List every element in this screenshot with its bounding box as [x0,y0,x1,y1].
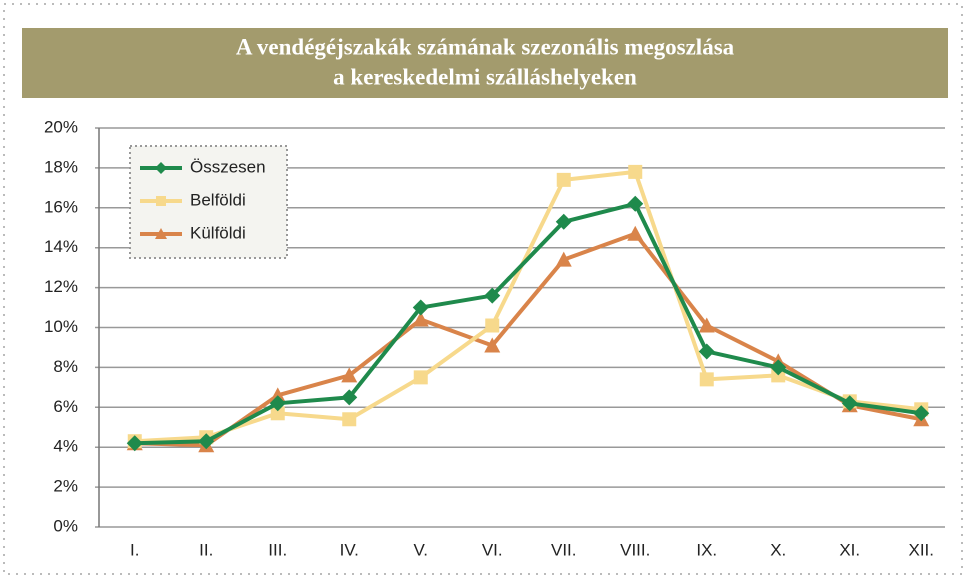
y-tick-label: 6% [53,397,78,416]
marker [556,172,571,187]
y-tick-label: 4% [53,437,78,456]
marker [698,343,715,360]
marker [699,372,714,387]
marker [627,195,644,212]
series-line [134,201,922,446]
x-tick-label: III. [268,540,287,559]
marker [841,395,858,412]
marker [485,318,500,333]
x-tick-label: VII. [551,540,577,559]
y-tick-label: 20% [44,117,78,136]
series-line [134,169,922,444]
marker [555,213,572,230]
marker [698,317,715,333]
marker [341,389,358,406]
marker [156,196,166,206]
legend-label: Külföldi [190,223,246,242]
x-tick-label: XI. [839,540,860,559]
chart-title: A vendégéjszakák számának szezonális meg… [236,34,735,59]
x-tick-label: XII. [908,540,934,559]
y-tick-label: 12% [44,277,78,296]
marker [270,406,285,421]
legend-label: Belföldi [190,190,246,209]
marker [126,435,143,452]
y-tick-label: 0% [53,516,78,535]
marker [412,311,429,327]
x-tick-label: V. [413,540,428,559]
marker [198,433,215,450]
x-tick-label: I. [130,540,139,559]
marker [341,367,358,383]
marker [412,299,429,316]
marker [627,225,644,241]
marker [269,387,286,403]
y-tick-label: 18% [44,157,78,176]
marker [155,162,167,174]
marker [342,412,357,427]
y-tick-label: 10% [44,317,78,336]
marker [484,337,501,353]
x-tick-label: X. [770,540,786,559]
x-tick-label: VIII. [620,540,650,559]
title-bar [22,28,948,98]
y-tick-label: 16% [44,197,78,216]
marker [913,405,930,422]
marker [413,370,428,385]
x-tick-label: II. [199,540,213,559]
marker [555,251,572,267]
legend-label: Összesen [190,157,266,176]
x-tick-label: IX. [696,540,717,559]
series-line [134,231,922,448]
y-tick-label: 14% [44,237,78,256]
marker [628,164,643,179]
chart-title: a kereskedelmi szálláshelyeken [333,64,637,89]
marker [269,395,286,412]
x-tick-label: IV. [340,540,359,559]
x-tick-label: VI. [482,540,503,559]
marker [484,287,501,304]
y-tick-label: 8% [53,357,78,376]
y-tick-label: 2% [53,477,78,496]
marker [155,228,167,239]
marker [770,359,787,376]
